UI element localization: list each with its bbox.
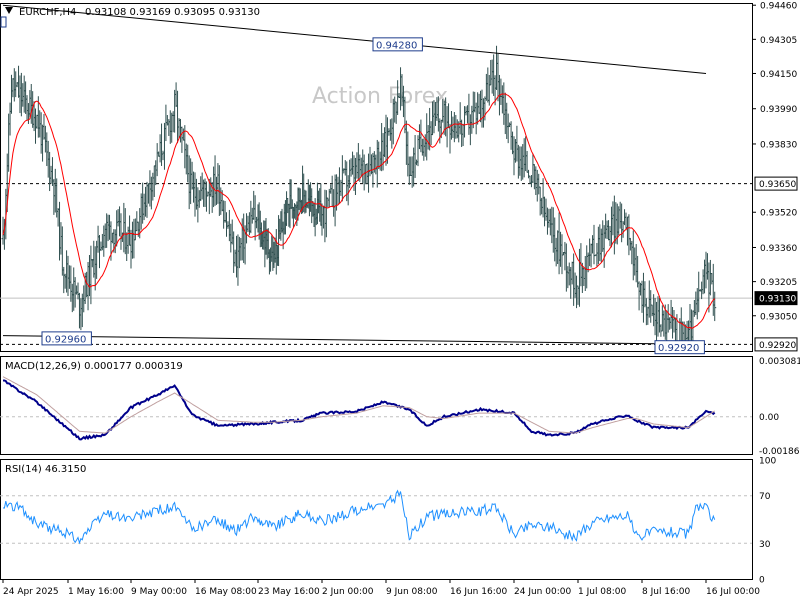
rsi-panel-frame [0, 459, 753, 580]
time-tick-label: 9 May 00:00 [131, 587, 187, 597]
price-levels [0, 183, 752, 345]
price-tick-label: 0.93205 [760, 278, 797, 288]
macd-tick-label: -0.001868 [759, 447, 800, 457]
svg-text:0.92920: 0.92920 [759, 341, 796, 351]
macd-panel: MACD(12,26,9) 0.000177 0.000319 [0, 356, 753, 455]
y-axis-labels: 0.94460 0.94305 0.94150 0.93990 0.93830 0.935… [752, 2, 800, 586]
moving-average-line [2, 93, 716, 329]
rsi-tick-label: 0 [759, 576, 765, 586]
rsi-tick-label: 70 [759, 492, 771, 502]
price-tick-label: 0.94150 [760, 70, 797, 80]
svg-text:0.92960: 0.92960 [45, 334, 86, 345]
price-tick-label: 0.94305 [760, 36, 797, 46]
time-tick-label: 16 May 08:00 [195, 587, 257, 597]
resistance-price-label: 0.93650 [754, 176, 798, 191]
time-tick-label: 23 May 16:00 [258, 587, 320, 597]
macd-tick-label: 0.003081 [759, 357, 800, 367]
svg-text:0.92920: 0.92920 [658, 343, 699, 354]
price-markers: 0.94280 0.92960 0.92920 [41, 37, 705, 355]
triangle-down-icon[interactable] [5, 7, 13, 14]
price-tick-label: 0.93050 [760, 312, 797, 322]
current-price-label: 0.93130 [754, 291, 798, 306]
svg-text:0.93650: 0.93650 [759, 180, 796, 190]
price-tick-label: 0.93360 [760, 244, 797, 254]
watermark: Action Forex [312, 84, 448, 109]
period-separator-marker [0, 16, 7, 28]
ohlc-bars [1, 45, 717, 347]
macd-panel-frame [0, 356, 753, 455]
svg-text:0.94280: 0.94280 [376, 40, 417, 51]
price-tick-label: 0.93830 [760, 140, 797, 150]
time-tick-label: 16 Jul 00:00 [706, 587, 760, 597]
ohlc-readout: 0.93108 0.93169 0.93095 0.93130 [85, 7, 260, 18]
time-tick-label: 1 Jul 08:00 [578, 587, 627, 597]
support-price-label: 0.92920 [754, 337, 798, 352]
macd-signal-line [2, 376, 715, 434]
lower-trendline [2, 335, 707, 345]
rsi-tick-label: 30 [759, 540, 771, 550]
macd-layer [0, 376, 752, 441]
time-tick-label: 9 Jun 08:00 [386, 587, 438, 597]
rsi-layer [0, 489, 752, 545]
low-price-marker-left: 0.92960 [41, 331, 92, 346]
high-price-marker: 0.94280 [372, 37, 423, 52]
low-price-marker-right: 0.92920 [654, 340, 705, 355]
svg-text:0.93130: 0.93130 [759, 295, 796, 305]
upper-trendline [2, 4, 707, 74]
time-tick-label: 8 Jul 16:00 [642, 587, 691, 597]
time-tick-label: 16 Jun 16:00 [450, 587, 507, 597]
main-panel-frame [0, 3, 753, 352]
time-tick-label: 24 Jun 00:00 [514, 587, 571, 597]
macd-tick-label: 0.00 [759, 413, 779, 423]
main-price-panel: Action Forex 0.94280 0.92960 0.92920 EURCH… [0, 3, 753, 355]
macd-title: MACD(12,26,9) 0.000177 0.000319 [5, 361, 183, 372]
price-tick-label: 0.93520 [760, 209, 797, 219]
chart-header: EURCHF,H4 0.93108 0.93169 0.93095 0.9313… [5, 7, 260, 18]
price-tick-label: 0.94460 [760, 2, 797, 12]
time-tick-label: 1 May 16:00 [68, 587, 124, 597]
price-tick-label: 0.93990 [760, 105, 797, 115]
trendlines [2, 4, 707, 345]
macd-line [3, 379, 716, 441]
rsi-title: RSI(14) 46.3150 [5, 464, 86, 475]
rsi-tick-label: 100 [759, 457, 776, 467]
ohlc-bar [713, 291, 717, 322]
time-tick-label: 2 Jun 00:00 [322, 587, 374, 597]
time-tick-label: 24 Apr 2025 [3, 587, 59, 597]
rsi-panel: RSI(14) 46.3150 [0, 459, 753, 580]
x-axis-labels: 24 Apr 2025 1 May 16:00 9 May 00:00 16 May … [2, 579, 760, 597]
rsi-line [2, 489, 716, 545]
symbol-label: EURCHF,H4 [19, 7, 76, 18]
